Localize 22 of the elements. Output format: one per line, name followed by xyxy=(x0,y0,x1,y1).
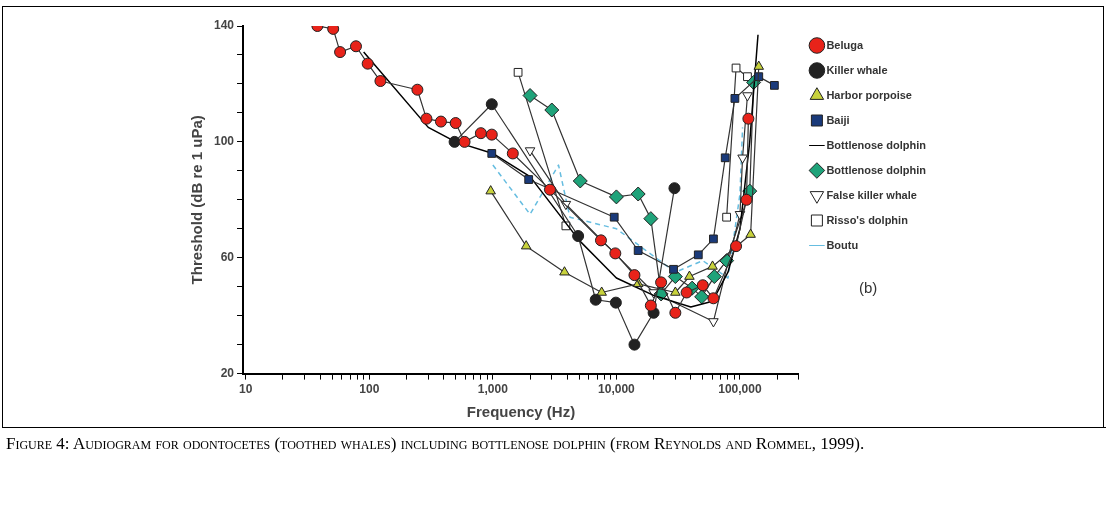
y-tick-label: 60 xyxy=(220,250,235,265)
legend-label: Killer whale xyxy=(826,63,888,76)
legend-label: Boutu xyxy=(826,238,859,251)
legend-label: Risso's dolphin xyxy=(826,213,909,226)
text: (b) xyxy=(858,278,878,296)
x-tick-label: 1,000 xyxy=(477,382,509,397)
x-tick-label: 100 xyxy=(359,382,380,397)
legend-label: False killer whale xyxy=(826,188,917,201)
y-tick-label: 20 xyxy=(220,365,235,380)
y-tick-label: 100 xyxy=(213,134,235,149)
caption: Figure 4: Audiogram for odontocetes (toothed whales) including bottlenose dolphin (from Reynolds and Rommel, 1999). xyxy=(2,427,1106,459)
x-tick-label: 100,000 xyxy=(718,382,762,397)
x-tick-label: 10,000 xyxy=(598,382,636,397)
legend-label: Harbor porpoise xyxy=(826,88,912,101)
x-tick-label: 10 xyxy=(239,382,253,397)
legend-label: Bottlenose dolphin xyxy=(826,138,927,151)
legend-label: Baiji xyxy=(826,113,850,126)
legend-label: Bottlenose dolphin xyxy=(826,163,927,176)
y-axis-title: Threshold (dB re 1 uPa) xyxy=(188,115,206,285)
legend-label: Beluga xyxy=(826,38,864,51)
x-axis-title: Frequency (Hz) xyxy=(466,403,576,421)
y-tick-label: 140 xyxy=(213,18,235,33)
